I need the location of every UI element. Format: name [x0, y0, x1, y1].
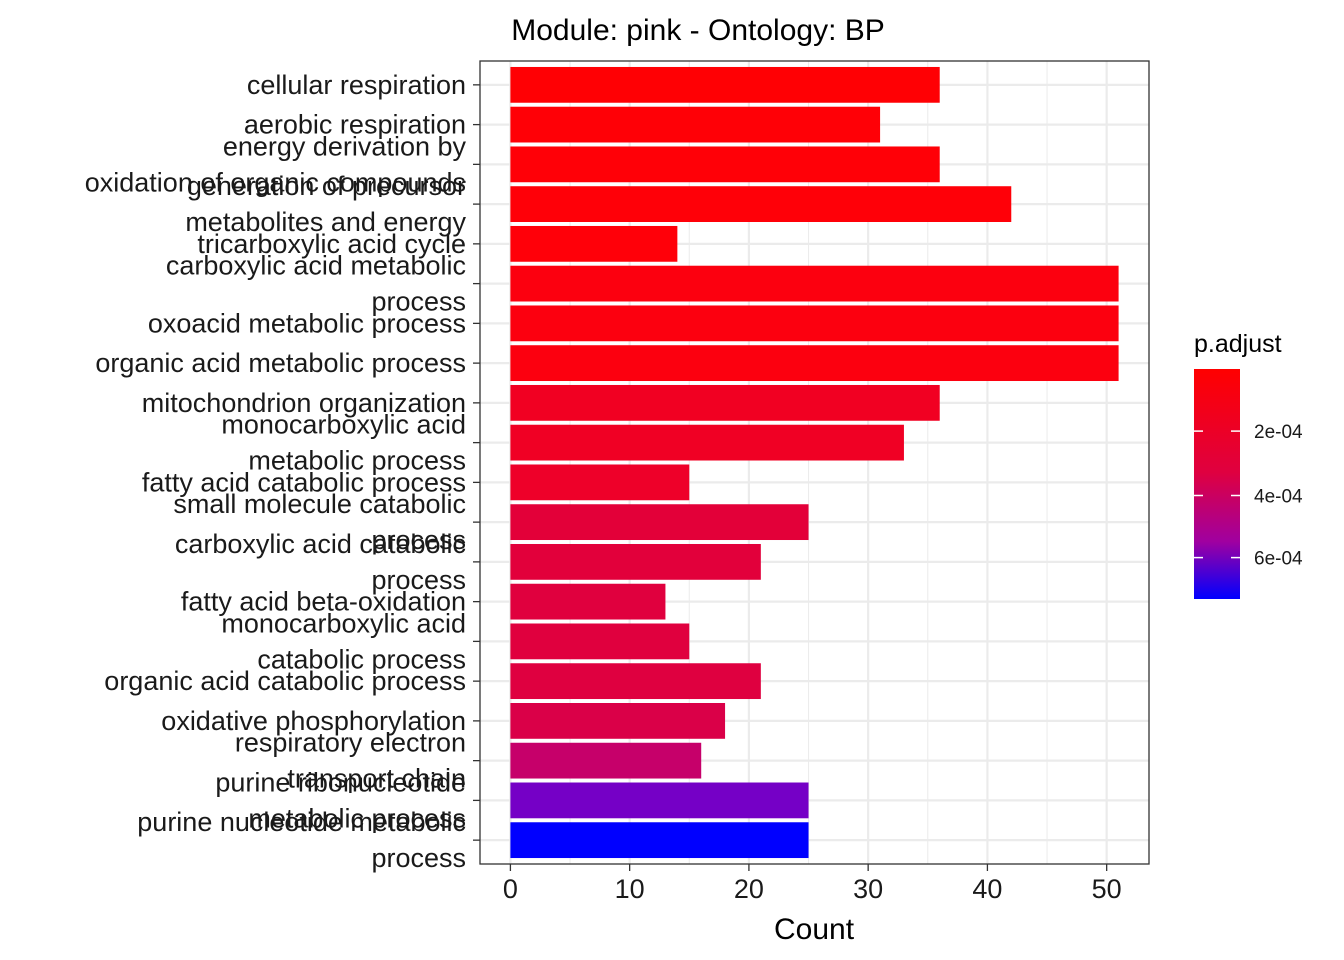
bar [510, 742, 702, 779]
x-tick-label: 30 [853, 874, 883, 904]
bar [510, 265, 1119, 302]
y-tick-label: purine ribonucleotide [215, 767, 466, 797]
y-tick-label: process [371, 287, 466, 317]
bar [510, 186, 1012, 222]
bar [510, 663, 761, 700]
bar [510, 384, 940, 421]
y-tick-label: process [371, 843, 466, 873]
bar [510, 504, 809, 541]
y-tick-label: process [371, 565, 466, 595]
legend: p.adjust 2e-04 4e-04 6e-04 [1194, 330, 1303, 599]
y-tick-label: aerobic respiration [244, 110, 466, 140]
x-tick-label: 0 [503, 874, 518, 904]
bar [510, 464, 690, 501]
bar [510, 66, 940, 103]
y-tick-label: oxoacid metabolic process [148, 308, 466, 338]
y-tick-label: metabolic process [248, 803, 466, 833]
x-axis: 0 10 20 30 40 50 [503, 864, 1122, 904]
y-tick-label: carboxylic acid catabolic [175, 529, 466, 559]
bar [510, 543, 761, 580]
y-tick-label: organic acid metabolic process [95, 348, 466, 378]
bar [510, 623, 690, 660]
plot-panel [479, 60, 1150, 865]
legend-tick-label: 4e-04 [1254, 487, 1303, 508]
y-tick-label: generation of precursor [187, 171, 466, 201]
y-tick-label: catabolic process [257, 644, 466, 674]
y-tick-label: transport chain [287, 764, 466, 794]
y-tick-label: oxidation of organic compounds [85, 167, 466, 197]
y-tick-label: carboxylic acid metabolic [166, 251, 466, 281]
y-tick-label: process [371, 525, 466, 555]
y-tick-label: fatty acid beta-oxidation [181, 587, 466, 617]
panel-border [479, 60, 1150, 865]
y-tick-label: monocarboxylic acid [221, 410, 466, 440]
y-tick-label: energy derivation by [223, 131, 467, 161]
legend-ticks: 2e-04 4e-04 6e-04 [1194, 422, 1303, 570]
y-tick-label: organic acid catabolic process [104, 666, 466, 696]
y-tick-label: metabolic process [248, 446, 466, 476]
y-tick-label: oxidative phosphorylation [161, 706, 466, 736]
bar [510, 424, 904, 461]
legend-tick-label: 2e-04 [1254, 422, 1303, 443]
y-tick-label: cellular respiration [247, 70, 466, 100]
chart-title: Module: pink - Ontology: BP [511, 14, 885, 47]
x-tick-label: 40 [972, 874, 1002, 904]
x-axis-title: Count [774, 913, 855, 946]
y-tick-label: monocarboxylic acid [221, 608, 466, 638]
bar [510, 305, 1119, 342]
y-tick-label: mitochondrion organization [142, 388, 466, 418]
bar [510, 146, 940, 183]
y-tick-label: purine nucleotide metabolic [137, 807, 466, 837]
x-tick-label: 20 [734, 874, 764, 904]
legend-colorbar [1194, 369, 1240, 599]
bar [510, 782, 809, 819]
bar [510, 345, 1119, 382]
legend-tick-label: 6e-04 [1254, 549, 1303, 570]
legend-title: p.adjust [1194, 330, 1282, 358]
x-tick-label: 10 [615, 874, 645, 904]
bars [510, 66, 1119, 859]
y-tick-label: fatty acid catabolic process [142, 467, 466, 497]
y-tick-label: metabolites and energy [185, 207, 466, 237]
bar [510, 703, 726, 739]
y-tick-label: small molecule catabolic [173, 489, 466, 519]
x-tick-label: 50 [1092, 874, 1122, 904]
bar [510, 106, 881, 143]
y-tick-label: tricarboxylic acid cycle [197, 229, 466, 259]
bar [510, 583, 666, 620]
y-axis: cellular respiration aerobic respiratione… [85, 70, 480, 873]
bar [510, 822, 809, 859]
y-tick-label: respiratory electron [235, 728, 466, 758]
bar [510, 225, 678, 262]
